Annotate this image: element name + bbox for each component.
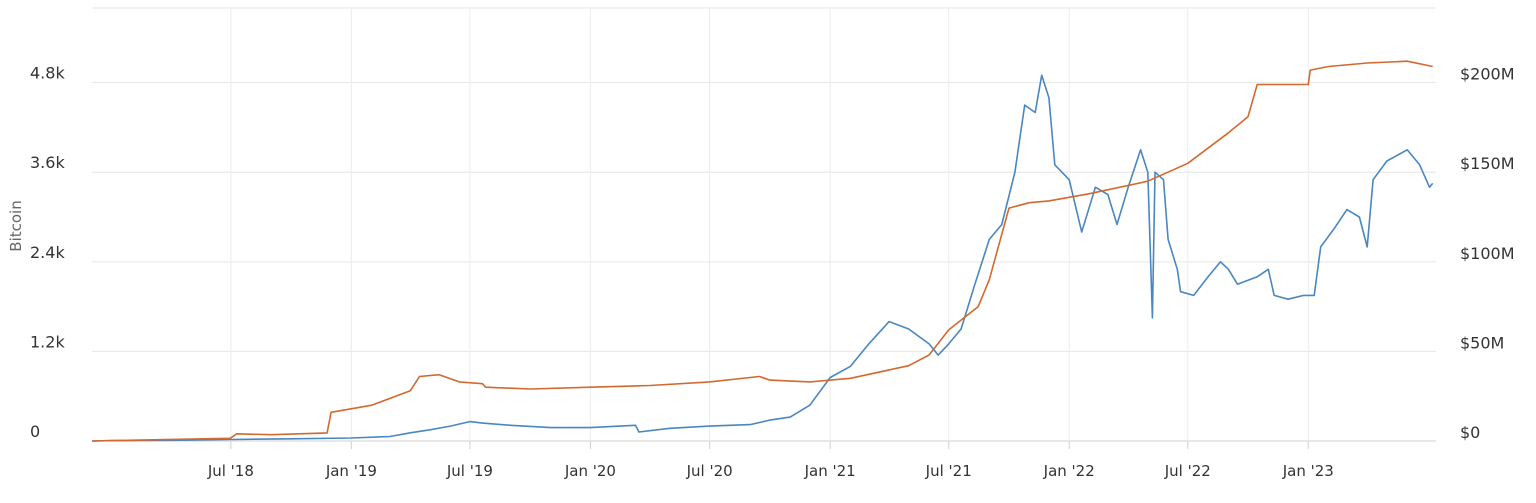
- x-tick-label: Jul '20: [686, 462, 733, 480]
- left-axis-ticks: 0 1.2k 2.4k 3.6k 4.8k: [30, 64, 65, 441]
- series-layer: [91, 60, 1434, 442]
- x-tick-label: Jan '21: [804, 462, 856, 480]
- grid-lines: [92, 7, 1436, 442]
- series-line-left-axis: [91, 74, 1434, 442]
- y2-tick-label: $200M: [1460, 65, 1515, 84]
- y2-tick-label: $50M: [1460, 333, 1504, 352]
- series-line-right-axis: [91, 60, 1433, 442]
- x-tick-label: Jul '21: [925, 462, 972, 480]
- y-tick-label: 4.8k: [30, 64, 65, 83]
- y-tick-label: 2.4k: [30, 243, 65, 262]
- y2-tick-label: $150M: [1460, 154, 1515, 173]
- x-tick-label: Jul '19: [446, 462, 493, 480]
- left-axis-title: Bitcoin: [7, 200, 25, 251]
- y2-tick-label: $0: [1460, 423, 1480, 442]
- y-tick-label: 3.6k: [30, 153, 65, 172]
- right-axis-ticks: $0 $50M $100M $150M $200M: [1460, 65, 1515, 442]
- x-tick-label: Jan '19: [325, 462, 377, 480]
- y-tick-label: 1.2k: [30, 332, 65, 351]
- y2-tick-label: $100M: [1460, 244, 1515, 263]
- x-tick-label: Jan '22: [1043, 462, 1095, 480]
- x-tick-label: Jan '20: [564, 462, 616, 480]
- y-tick-label: 0: [30, 422, 40, 441]
- x-tick-label: Jan '23: [1282, 462, 1334, 480]
- x-tick-label: Jul '22: [1164, 462, 1211, 480]
- x-axis-ticks: Jul '18 Jan '19 Jul '19 Jan '20 Jul '20 Jan '…: [207, 441, 1334, 480]
- x-tick-label: Jul '18: [207, 462, 254, 480]
